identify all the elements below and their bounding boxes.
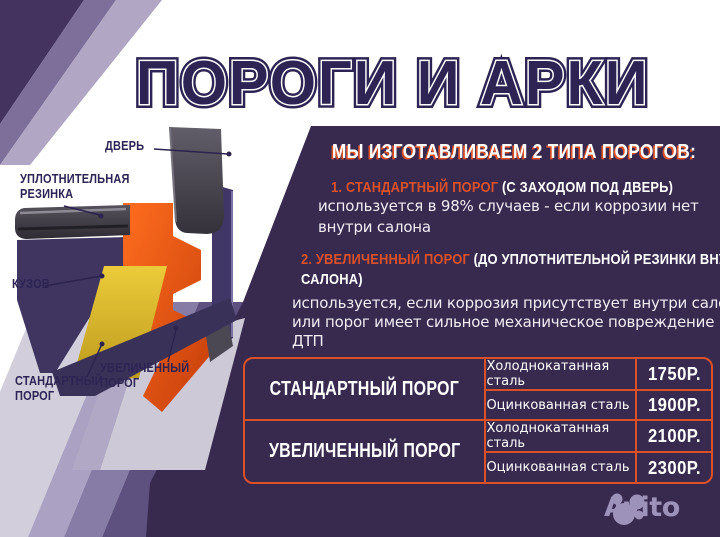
top-left-stripes — [0, 0, 162, 165]
avito-watermark: Avito — [600, 492, 680, 525]
label-door: ДВЕРЬ — [105, 139, 145, 153]
price-table: СТАНДАРТНЫЙ ПОРОГ Холоднокатанная сталь … — [243, 357, 713, 484]
page-title: ПОРОГИ И АРКИ ПОРОГИ И АРКИ ПОРОГИ И АРК… — [132, 45, 671, 122]
type1-paren: (С ЗАХОДОМ ПОД ДВЕРЬ) — [501, 179, 674, 196]
type2-number-label: 2. УВЕЛИЧЕННЫЙ ПОРОГ — [301, 251, 470, 268]
panel-heading: МЫ ИЗГОТАВЛИВАЕМ 2 ТИПА ПОРОГОВ: — [332, 140, 697, 163]
type1-subheading: 1. СТАНДАРТНЫЙ ПОРОГ (С ЗАХОДОМ ПОД ДВЕР… — [331, 178, 673, 198]
label-increased-sill: УВЕЛИЧЕННЫЙ ПОРОГ — [100, 361, 190, 390]
steel-type-cell: Оцинкованная сталь — [485, 452, 637, 482]
table-row: Оцинкованная сталь 1900Р. — [245, 390, 711, 421]
title-outline: ПОРОГИ И АРКИ — [132, 45, 651, 122]
price-cell: 2300Р. — [647, 456, 701, 478]
price-cell: 1750Р. — [636, 359, 711, 391]
price-cell: 2100Р. — [636, 420, 711, 453]
pointer-lines — [44, 148, 232, 378]
steel-type-cell: Холоднокатанная сталь — [485, 420, 637, 453]
sill-render — [15, 127, 237, 412]
title-inline: ПОРОГИ И АРКИ — [135, 48, 650, 120]
product-name-cell: УВЕЛИЧЕННЫЙ ПОРОГ — [245, 420, 487, 482]
type1-number-label: 1. СТАНДАРТНЫЙ ПОРОГ — [331, 179, 499, 196]
product-name-cell: СТАНДАРТНЫЙ ПОРОГ — [245, 359, 487, 421]
type1-description: используется в 98% случаев - если корроз… — [318, 197, 699, 236]
label-standard-sill: СТАНДАРТНЫЙ ПОРОГ — [15, 374, 103, 403]
type2-description: используется, если коррозия присутствует… — [292, 294, 720, 350]
label-body: КУЗОВ — [12, 277, 50, 291]
title-core: ПОРОГИ И АРКИ — [136, 49, 650, 118]
steel-type-cell: Оцинкованная сталь — [485, 390, 637, 421]
price-cell: 1900Р. — [636, 390, 711, 421]
table-row: УВЕЛИЧЕННЫЙ ПОРОГ Холоднокатанная сталь … — [245, 420, 711, 482]
type2-paren-line1: (ДО УПЛОТНИТЕЛЬНОЙ РЕЗИНКИ ВНУТРИ — [473, 251, 720, 268]
steel-type-cell: Холоднокатанная сталь — [485, 359, 637, 391]
avito-logo-icon — [611, 493, 645, 525]
table-row: СТАНДАРТНЫЙ ПОРОГ Холоднокатанная сталь … — [245, 359, 711, 421]
type2-subheading: 2. УВЕЛИЧЕННЫЙ ПОРОГ (ДО УПЛОТНИТЕЛЬНОЙ … — [301, 250, 720, 290]
table-row: Оцинкованная сталь 2300Р. — [245, 452, 711, 482]
type2-paren-line2: САЛОНА) — [301, 271, 363, 288]
label-seal: УПЛОТНИТЕЛЬНАЯ РЕЗИНКА — [20, 172, 130, 201]
